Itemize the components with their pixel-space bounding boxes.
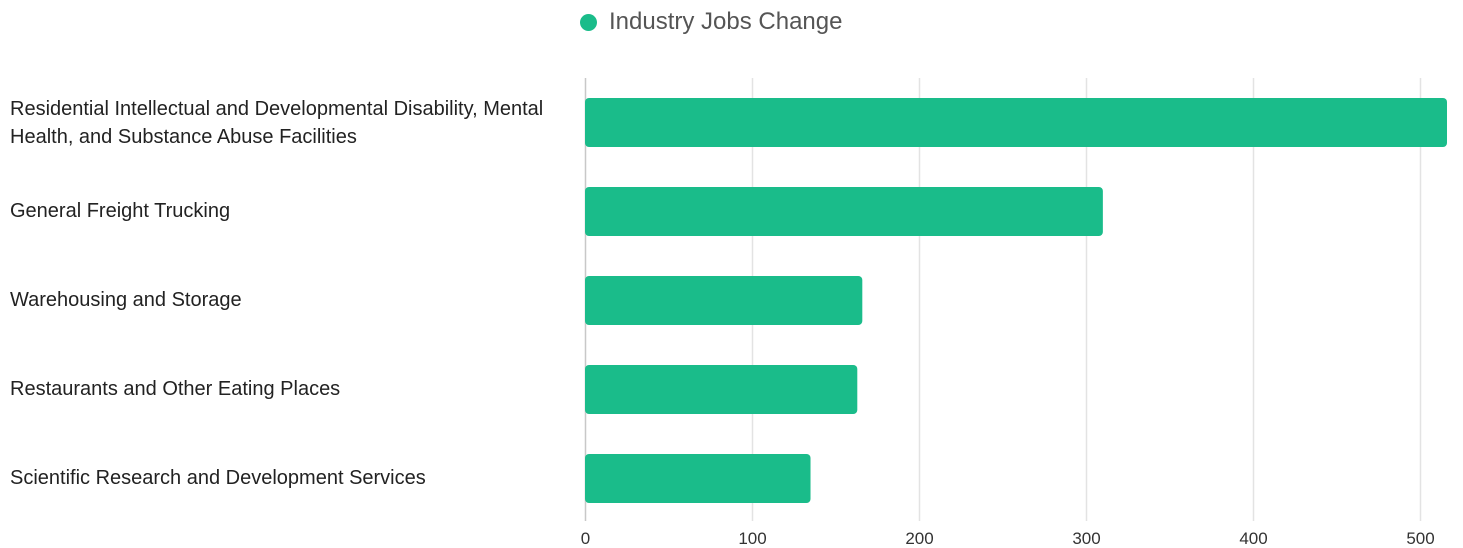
category-label-residential-facilities: Residential Intellectual and Development… bbox=[10, 98, 544, 148]
legend-label: Industry Jobs Change bbox=[609, 8, 843, 35]
x-tick-label-100: 100 bbox=[738, 529, 766, 548]
x-tick-label-300: 300 bbox=[1072, 529, 1100, 548]
x-tick-label-0: 0 bbox=[581, 529, 590, 548]
x-tick-label-200: 200 bbox=[905, 529, 933, 548]
category-label-warehousing-and-storage: Warehousing and Storage bbox=[10, 289, 242, 311]
x-tick-label-400: 400 bbox=[1239, 529, 1267, 548]
category-label-general-freight-trucking: General Freight Trucking bbox=[10, 200, 231, 222]
bar-0[interactable] bbox=[585, 98, 1447, 147]
bar-4[interactable] bbox=[585, 454, 811, 503]
x-tick-label-500: 500 bbox=[1406, 529, 1434, 548]
legend[interactable]: Industry Jobs Change bbox=[580, 6, 842, 38]
legend-swatch-icon bbox=[580, 13, 597, 31]
bar-1[interactable] bbox=[585, 187, 1103, 236]
bar-3[interactable] bbox=[585, 365, 858, 414]
bar-2[interactable] bbox=[585, 276, 863, 325]
category-label-scientific-research: Scientific Research and Development Serv… bbox=[10, 467, 426, 489]
category-label-restaurants: Restaurants and Other Eating Places bbox=[10, 378, 341, 400]
